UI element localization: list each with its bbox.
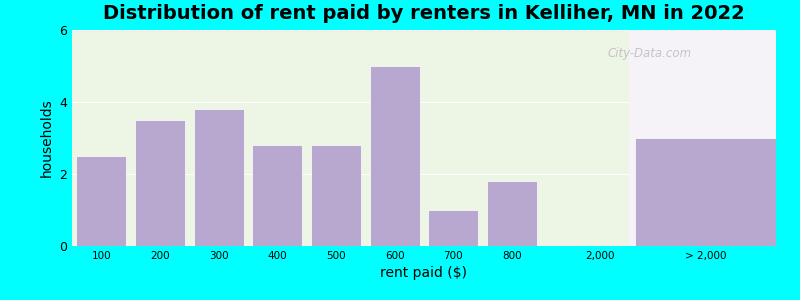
X-axis label: rent paid ($): rent paid ($) (381, 266, 467, 280)
Title: Distribution of rent paid by renters in Kelliher, MN in 2022: Distribution of rent paid by renters in … (103, 4, 745, 23)
Bar (429, 210, 478, 246)
Y-axis label: households: households (39, 99, 54, 177)
Bar (487, 181, 537, 246)
Bar (72, 30, 623, 246)
Bar (77, 156, 126, 246)
Bar (370, 66, 419, 246)
Bar (311, 145, 361, 246)
Bar (253, 145, 302, 246)
Bar (194, 109, 243, 246)
Bar (635, 138, 776, 246)
Bar (630, 30, 782, 246)
Bar (135, 120, 185, 246)
Text: City-Data.com: City-Data.com (607, 47, 691, 60)
